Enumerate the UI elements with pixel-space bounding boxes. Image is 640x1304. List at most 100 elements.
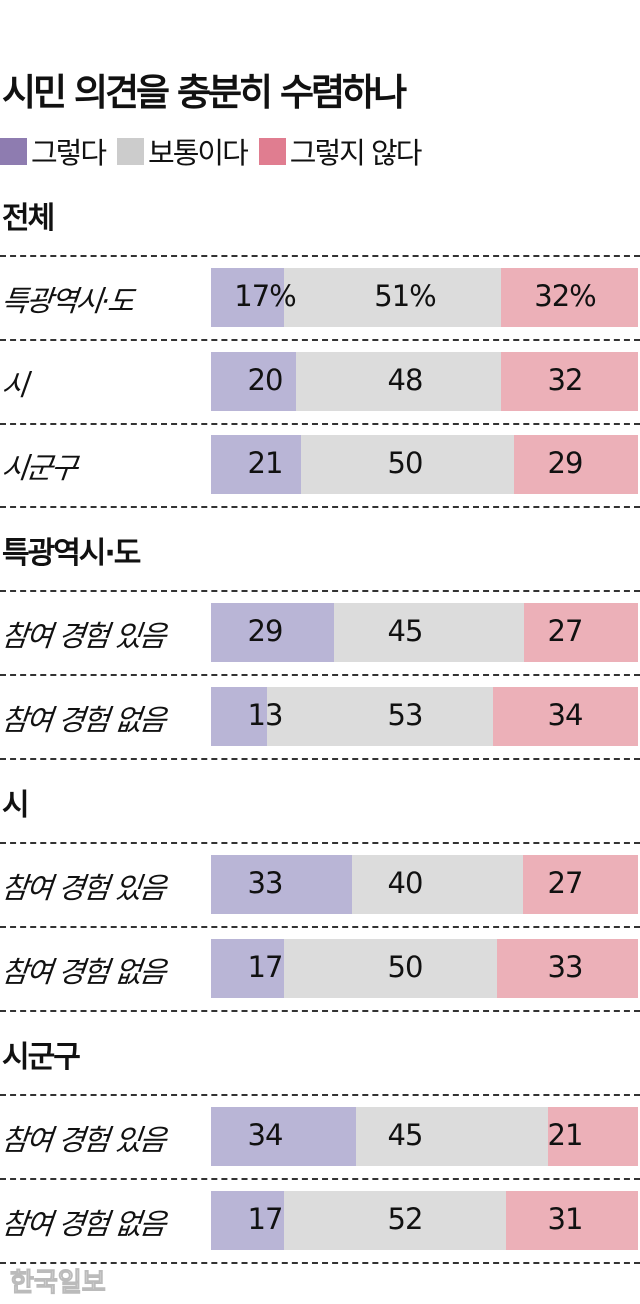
bar-segment-neutral xyxy=(283,938,498,998)
data-label: 17 xyxy=(247,1201,284,1236)
row-label: 참여 경험 없음 xyxy=(0,954,167,989)
data-label: 27 xyxy=(547,866,584,900)
row-label: 참여 경험 있음 xyxy=(0,871,167,905)
data-label: 51% xyxy=(374,279,436,313)
data-label: 52 xyxy=(387,1201,424,1236)
divider xyxy=(0,1094,640,1096)
divider xyxy=(0,1009,640,1012)
group-heading: 시 xyxy=(2,788,30,823)
data-label: 33 xyxy=(547,949,584,984)
stacked-bar xyxy=(211,603,638,662)
legend: 그렇다 보통이다 그렇지 않다 xyxy=(0,130,432,172)
stacked-bar xyxy=(211,855,638,914)
data-label: 53 xyxy=(387,697,424,732)
data-label: 31 xyxy=(547,1201,584,1236)
legend-label: 그렇다 xyxy=(31,136,107,170)
legend-item-no: 그렇지 않다 xyxy=(258,130,423,172)
divider xyxy=(0,506,640,509)
data-label: 48 xyxy=(387,362,424,397)
bar-segment-yes xyxy=(211,268,284,327)
row-label: 참여 경험 있음 xyxy=(0,619,167,653)
data-label: 13 xyxy=(247,697,284,732)
data-label: 45 xyxy=(387,614,424,648)
bar-segment-neutral xyxy=(351,855,523,914)
legend-item-neutral: 보통이다 xyxy=(117,130,249,172)
data-label: 17 xyxy=(247,949,284,984)
data-label: 29 xyxy=(247,614,284,648)
stacked-bar xyxy=(211,1190,638,1250)
divider xyxy=(0,255,640,257)
row-label: 시군구 xyxy=(0,451,78,486)
group-heading: 특광역시·도 xyxy=(2,536,141,571)
group-heading: 시군구 xyxy=(2,1040,81,1075)
bar-segment-no xyxy=(501,351,638,411)
stacked-bar xyxy=(211,938,638,998)
bar-segment-yes xyxy=(211,855,352,914)
divider xyxy=(0,926,640,928)
group-heading: 전체 xyxy=(2,201,55,236)
legend-label: 보통이다 xyxy=(148,136,249,170)
stacked-bar xyxy=(211,686,638,746)
chart-title: 시민 의견을 충분히 수렴하나 xyxy=(2,71,407,114)
bar-segment-yes xyxy=(211,435,301,495)
row-label: 특광역시·도 xyxy=(0,284,135,318)
data-label: 34 xyxy=(247,1118,284,1152)
data-label: 21 xyxy=(547,1118,584,1152)
bar-segment-yes xyxy=(211,938,284,998)
stacked-bar xyxy=(211,435,638,495)
data-label: 45 xyxy=(387,1118,424,1152)
data-label: 21 xyxy=(247,446,284,481)
row-label: 참여 경험 있음 xyxy=(0,1123,167,1157)
data-label: 50 xyxy=(387,949,424,984)
bar-segment-yes xyxy=(211,686,267,746)
data-label: 20 xyxy=(247,362,284,397)
divider xyxy=(0,1261,640,1264)
bar-segment-no xyxy=(497,938,638,998)
row-label: 시 xyxy=(0,367,29,402)
bar-segment-no xyxy=(523,603,638,662)
legend-swatch xyxy=(258,137,286,165)
data-label: 17% xyxy=(234,279,296,313)
bar-segment-no xyxy=(514,435,638,495)
source-logo: 한국일보 xyxy=(10,1268,107,1299)
data-label: 27 xyxy=(547,614,584,648)
bar-segment-yes xyxy=(211,1107,357,1166)
data-label: 40 xyxy=(387,866,424,900)
bar-segment-neutral xyxy=(266,686,493,746)
data-label: 34 xyxy=(547,697,584,732)
stacked-bar xyxy=(211,1107,638,1166)
bar-segment-no xyxy=(505,1190,638,1250)
bar-segment-neutral xyxy=(356,1107,549,1166)
row-label: 참여 경험 없음 xyxy=(0,1206,167,1241)
row-label: 참여 경험 없음 xyxy=(0,702,167,737)
bar-segment-neutral xyxy=(300,435,515,495)
divider xyxy=(0,422,640,425)
legend-item-yes: 그렇다 xyxy=(0,130,107,172)
bar-segment-yes xyxy=(211,351,297,411)
data-label: 29 xyxy=(547,446,584,481)
divider xyxy=(0,590,640,592)
bar-segment-neutral xyxy=(333,603,524,662)
divider xyxy=(0,757,640,760)
bar-segment-neutral xyxy=(296,351,502,411)
bar-segment-no xyxy=(548,1107,638,1166)
divider xyxy=(0,842,640,844)
stacked-bar xyxy=(211,351,638,411)
data-label: 32 xyxy=(547,362,584,397)
bar-segment-no xyxy=(492,686,638,746)
bar-segment-neutral xyxy=(283,1190,506,1250)
bar-segment-yes xyxy=(211,1190,284,1250)
bar-segment-no xyxy=(522,855,638,914)
divider xyxy=(0,674,640,676)
data-label: 33 xyxy=(247,866,284,900)
bar-segment-yes xyxy=(211,603,334,662)
divider xyxy=(0,1178,640,1180)
bar-segment-no xyxy=(501,268,638,327)
stacked-bar xyxy=(211,268,638,327)
legend-label: 그렇지 않다 xyxy=(289,136,423,170)
legend-swatch xyxy=(0,137,27,165)
data-label: 50 xyxy=(387,446,424,481)
bar-segment-neutral xyxy=(283,268,502,327)
legend-swatch xyxy=(117,137,145,165)
